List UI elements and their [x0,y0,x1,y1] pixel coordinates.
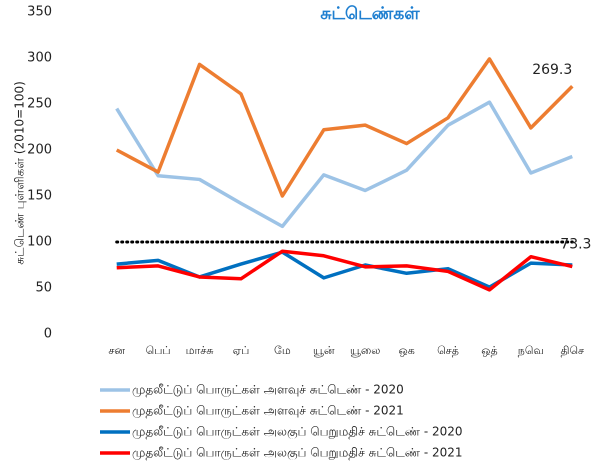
x-tick-label: யூன் [313,344,335,357]
y-tick-label: 150 [27,189,52,204]
y-tick-label: 0 [44,327,52,342]
x-tick-label: பெப் [146,344,171,357]
x-tick-label: ஒக [398,344,414,357]
legend-label: முதலீட்டுப் பொருட்கள் அலகுப் பெறுமதிச் ச… [132,425,463,440]
data-label: 269.3 [532,62,572,78]
data-label: 73.3 [560,237,591,253]
y-tick-label: 350 [27,5,52,20]
series-line [116,249,573,292]
series-line [115,57,574,198]
x-tick-label: மாச்சு [186,344,214,357]
x-tick-label: செத் [437,344,459,357]
x-tick-label: திசெ [560,344,584,357]
y-tick-label: 100 [27,235,52,250]
legend-label: முதலீட்டுப் பொருட்கள் அளவுச் சுட்டெண் - … [132,404,404,419]
y-tick-label: 300 [27,51,52,66]
series-line [116,250,573,289]
legend-label: முதலீட்டுப் பொருட்கள் அளவுச் சுட்டெண் - … [132,383,404,398]
x-tick-label: சன [108,344,125,357]
y-tick-label: 200 [27,143,52,158]
x-tick-label: ஏப் [233,344,250,357]
y-tick-label: 250 [27,97,52,112]
x-tick-label: யூலை [350,344,380,357]
x-tick-label: நவெ [518,344,544,357]
legend-label: முதலீட்டுப் பொருட்கள் அலகுப் பெறுமதிச் ச… [132,446,463,461]
x-tick-label: மே [274,344,291,357]
series-line [115,100,573,229]
x-tick-label: ஒத் [481,344,497,357]
y-tick-label: 50 [35,281,52,296]
chart-title: சுட்டெண்கள் [320,4,420,24]
y-axis-label: சுட்டெண் புள்ளிகள் (2010=100) [13,81,27,265]
